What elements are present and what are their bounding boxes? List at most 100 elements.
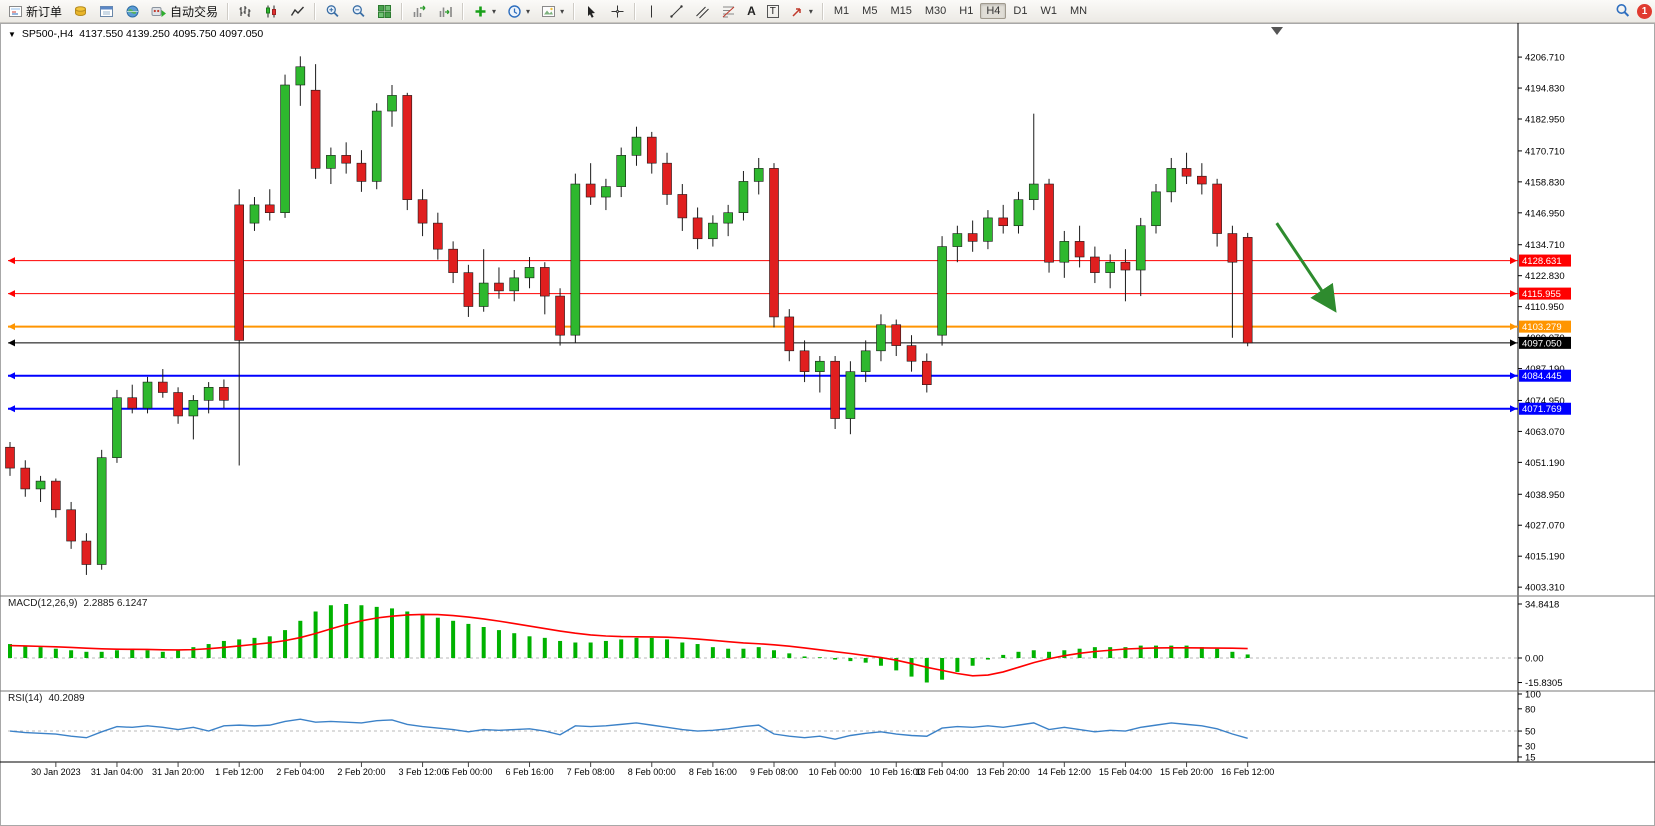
candle xyxy=(631,126,642,166)
candle-body xyxy=(371,110,382,182)
candle xyxy=(539,262,550,315)
price-tag-4097.050: 4097.050 xyxy=(1519,336,1571,349)
price-axis-label: 4146.950 xyxy=(1525,208,1565,219)
candle xyxy=(1135,217,1146,297)
candle-body xyxy=(51,480,61,511)
navigator-button[interactable] xyxy=(120,1,145,21)
time-axis-label: 6 Feb 00:00 xyxy=(444,767,492,777)
symbol-dropdown-icon[interactable]: ▼ xyxy=(8,29,16,39)
candle-body xyxy=(524,267,535,279)
label-tool-button[interactable]: T xyxy=(762,1,784,21)
hline-right-arrow-icon xyxy=(1510,405,1517,413)
timeframe-m1-button[interactable]: M1 xyxy=(828,3,855,19)
hline-left-arrow-icon xyxy=(8,323,15,331)
hline-4115.955[interactable] xyxy=(8,290,1518,298)
line-chart-icon xyxy=(290,6,305,16)
chart-shift-marker[interactable] xyxy=(1271,27,1283,35)
hline-left-arrow-icon xyxy=(8,290,15,298)
line-chart-button[interactable] xyxy=(285,1,310,21)
candle xyxy=(692,207,703,250)
new-order-icon xyxy=(9,5,22,17)
cursor-button[interactable] xyxy=(579,1,604,21)
hline-4097.050[interactable] xyxy=(8,339,1518,347)
equidistant-channel-icon xyxy=(696,6,709,18)
arrows-tool-button[interactable]: ▾ xyxy=(785,1,818,21)
tile-windows-button[interactable] xyxy=(372,1,397,21)
candle-body xyxy=(937,246,947,336)
candle-body xyxy=(983,217,993,242)
candle-body xyxy=(96,457,107,565)
rsi-name: RSI(14) xyxy=(8,693,43,704)
svg-text:4115.955: 4115.955 xyxy=(1522,289,1561,300)
trendline-tool-button[interactable] xyxy=(664,1,689,21)
candle xyxy=(998,204,1009,234)
candle xyxy=(784,309,795,362)
timeframe-h4-button[interactable]: H4 xyxy=(980,3,1007,19)
price-axis-label: 4038.950 xyxy=(1525,490,1565,501)
time-axis-label: 6 Feb 16:00 xyxy=(505,767,553,777)
search-button[interactable] xyxy=(1610,1,1636,21)
text-tool-button[interactable]: A xyxy=(742,1,761,21)
rsi-axis-label: 15 xyxy=(1525,752,1536,763)
timeframe-m15-button[interactable]: M15 xyxy=(884,3,917,19)
data-window-button[interactable] xyxy=(94,1,119,21)
templates-button[interactable]: ▾ xyxy=(536,1,569,21)
hline-4071.769[interactable] xyxy=(8,405,1518,413)
time-axis-label: 15 Feb 04:00 xyxy=(1099,767,1152,777)
periods-button[interactable]: ▾ xyxy=(502,1,535,21)
market-watch-button[interactable] xyxy=(68,1,93,21)
chart-canvas[interactable]: 4206.710 4194.830 4182.950 4170.710 4158.830… xyxy=(0,23,1655,826)
new-order-button[interactable]: 新订单 xyxy=(3,1,67,21)
candle-body xyxy=(494,282,504,292)
chart-window[interactable]: 4206.710 4194.830 4182.950 4170.710 4158.830… xyxy=(0,23,1655,826)
toolbar-separator xyxy=(314,2,317,20)
timeframe-h1-button[interactable]: H1 xyxy=(953,3,979,19)
new-order-label: 新订单 xyxy=(26,4,63,19)
candle xyxy=(478,249,489,312)
hline-4103.279[interactable] xyxy=(8,323,1518,331)
vertical-line-tool-button[interactable] xyxy=(640,1,663,21)
rsi-axis-label: 100 xyxy=(1525,690,1541,701)
layer-tags: 4128.631 4115.955 4103.279 4097.050 4084.445… xyxy=(1519,254,1571,415)
hline-4084.445[interactable] xyxy=(8,372,1518,380)
notification-badge[interactable]: 1 xyxy=(1637,3,1652,19)
trend-arrow[interactable] xyxy=(1275,222,1337,313)
timeframe-d1-button[interactable]: D1 xyxy=(1007,3,1033,19)
candle-body xyxy=(203,386,214,401)
price-axis-label: 4206.710 xyxy=(1525,53,1565,64)
trendline-icon xyxy=(670,4,683,18)
candle-body xyxy=(555,295,565,336)
candle-body xyxy=(326,155,336,169)
hline-4128.631[interactable] xyxy=(8,257,1518,265)
chart-shift-icon xyxy=(439,6,452,17)
autotrading-button[interactable]: 自动交易 xyxy=(146,1,223,21)
timeframe-mn-button[interactable]: MN xyxy=(1064,3,1093,19)
candle-body xyxy=(952,233,963,247)
bar-chart-button[interactable] xyxy=(233,1,258,21)
zoom-out-button[interactable] xyxy=(346,1,371,21)
candle-body xyxy=(631,136,642,156)
macd-signal-line xyxy=(9,613,1248,677)
channel-tool-button[interactable] xyxy=(690,1,715,21)
chart-shift-button[interactable] xyxy=(433,1,458,21)
crosshair-button[interactable] xyxy=(605,1,630,21)
candle xyxy=(1044,178,1054,273)
candle xyxy=(1242,232,1253,347)
hline-right-arrow-icon xyxy=(1510,323,1517,331)
timeframe-w1-button[interactable]: W1 xyxy=(1034,3,1063,19)
bar-chart-icon xyxy=(239,5,251,17)
candle-body xyxy=(738,181,749,213)
candle xyxy=(723,204,733,237)
candle xyxy=(1090,246,1100,284)
indicators-button[interactable]: ▾ xyxy=(468,1,501,21)
timeframe-m30-button[interactable]: M30 xyxy=(919,3,952,19)
candle xyxy=(1181,152,1192,185)
candle-body xyxy=(387,95,397,112)
fibonacci-tool-button[interactable] xyxy=(716,1,741,21)
candlestick-chart-button[interactable] xyxy=(259,1,284,21)
auto-scroll-button[interactable] xyxy=(407,1,432,21)
zoom-in-button[interactable] xyxy=(320,1,345,21)
candle-body xyxy=(646,136,657,164)
timeframe-m5-button[interactable]: M5 xyxy=(856,3,883,19)
candle xyxy=(96,449,107,570)
